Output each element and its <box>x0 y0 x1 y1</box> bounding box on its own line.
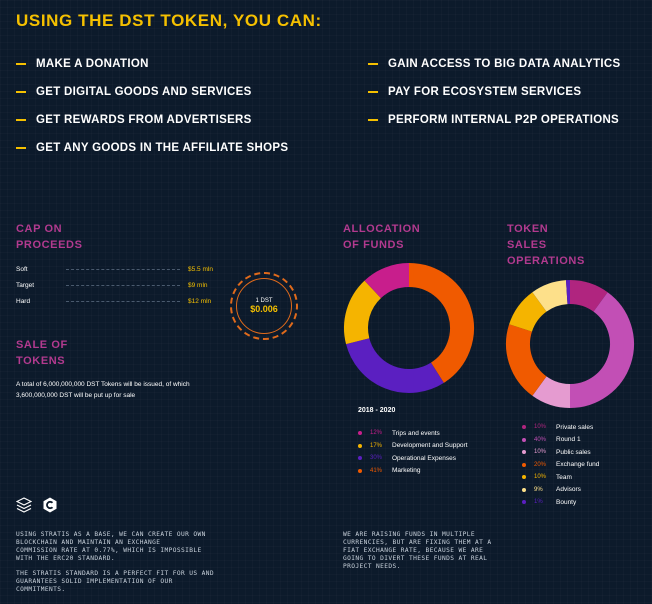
leader-dots <box>66 284 180 286</box>
donut-segment-advisors <box>532 280 569 313</box>
legend-dot-icon <box>522 487 526 492</box>
donut-segment-operational-expenses <box>346 337 444 393</box>
use-item: GAIN ACCESS TO BIG DATA ANALYTICS <box>368 58 620 70</box>
legend-row: 30% Operational Expenses <box>358 452 468 465</box>
allocation-heading: ALLOCATION OF FUNDS <box>343 223 421 251</box>
dash-icon <box>16 147 26 149</box>
donut-segment-private-sales <box>569 280 608 312</box>
donut-segment-exchange-fund <box>506 324 547 396</box>
leader-dots <box>66 268 180 270</box>
legend-row: 41% Marketing <box>358 465 468 478</box>
use-item: GET ANY GOODS IN THE AFFILIATE SHOPS <box>16 142 288 154</box>
legend-row: 12% Trips and events <box>358 427 468 440</box>
token-ops-donut-segments <box>506 280 634 408</box>
donut-segment-marketing <box>408 263 474 383</box>
dash-icon <box>16 63 26 65</box>
legend-dot-icon <box>358 443 362 448</box>
cap-row-target: Target $9 mln <box>16 281 208 289</box>
c-sharp-icon <box>43 497 57 513</box>
legend-dot-icon <box>522 462 526 467</box>
legend-dot-icon <box>522 425 526 430</box>
use-item: PERFORM INTERNAL P2P OPERATIONS <box>368 114 619 126</box>
donut-segment-trips-and-events <box>364 263 410 299</box>
price-badge-inner: 1 DST $0.006 <box>236 278 292 334</box>
donut-segment-team <box>509 292 547 333</box>
cap-heading: CAP ON PROCEEDS <box>16 223 83 251</box>
legend-row: 40% Round 1 <box>522 434 599 447</box>
legend-row: 10% Team <box>522 471 599 484</box>
use-item: GET DIGITAL GOODS AND SERVICES <box>16 86 252 98</box>
page-title: USING THE DST TOKEN, YOU CAN: <box>16 11 322 30</box>
sale-text: A total of 6,000,000,000 DST Tokens will… <box>16 381 190 399</box>
leader-dots <box>66 300 180 302</box>
use-item: GET REWARDS FROM ADVERTISERS <box>16 114 252 126</box>
allocation-donut-segments <box>344 263 474 393</box>
dash-icon <box>16 91 26 93</box>
donut-segment-public-sales <box>532 376 571 408</box>
legend-row: 10% Public sales <box>522 446 599 459</box>
legend-dot-icon <box>358 468 362 473</box>
legend-row: 1% Bounty <box>522 496 599 509</box>
dash-icon <box>368 63 378 65</box>
legend-dot-icon <box>522 475 526 480</box>
donut-segment-development-and-support <box>344 280 382 345</box>
dash-icon <box>368 91 378 93</box>
legend-row: 9% Advisors <box>522 484 599 497</box>
token-ops-heading: TOKEN SALES OPERATIONS <box>507 223 585 267</box>
token-ops-donut-chart <box>506 280 634 408</box>
legend-dot-icon <box>358 456 362 461</box>
legend-dot-icon <box>522 437 526 442</box>
token-ops-legend: 10% Private sales 40% Round 1 10% Public sa… <box>522 421 599 509</box>
donut-segment-round-1 <box>569 292 634 408</box>
legend-dot-icon <box>522 500 526 505</box>
allocation-year: 2018 - 2020 <box>358 407 396 414</box>
funds-description: WE ARE RAISING FUNDS IN MULTIPLE CURRENC… <box>343 531 492 570</box>
use-item: MAKE A DONATION <box>16 58 149 70</box>
sale-heading: SALE OF TOKENS <box>16 339 68 367</box>
token-uses-list: MAKE A DONATION GET DIGITAL GOODS AND SE… <box>16 58 646 168</box>
dash-icon <box>368 119 378 121</box>
legend-dot-icon <box>358 431 362 436</box>
legend-row: 20% Exchange fund <box>522 459 599 472</box>
legend-row: 17% Development and Support <box>358 440 468 453</box>
dash-icon <box>16 119 26 121</box>
stratis-stack-icon <box>16 497 32 513</box>
legend-row: 10% Private sales <box>522 421 599 434</box>
cap-row-soft: Soft $5.5 mln <box>16 265 213 273</box>
use-item: PAY FOR ECOSYSTEM SERVICES <box>368 86 581 98</box>
legend-dot-icon <box>522 450 526 455</box>
allocation-donut-chart <box>344 263 474 393</box>
price-badge: 1 DST $0.006 <box>230 272 298 340</box>
allocation-legend: 12% Trips and events 17% Development and S… <box>358 427 468 477</box>
stratis-description: USING STRATIS AS A BASE, WE CAN CREATE O… <box>16 531 215 593</box>
cap-row-hard: Hard $12 mln <box>16 297 212 305</box>
price-value: $0.006 <box>250 304 278 314</box>
